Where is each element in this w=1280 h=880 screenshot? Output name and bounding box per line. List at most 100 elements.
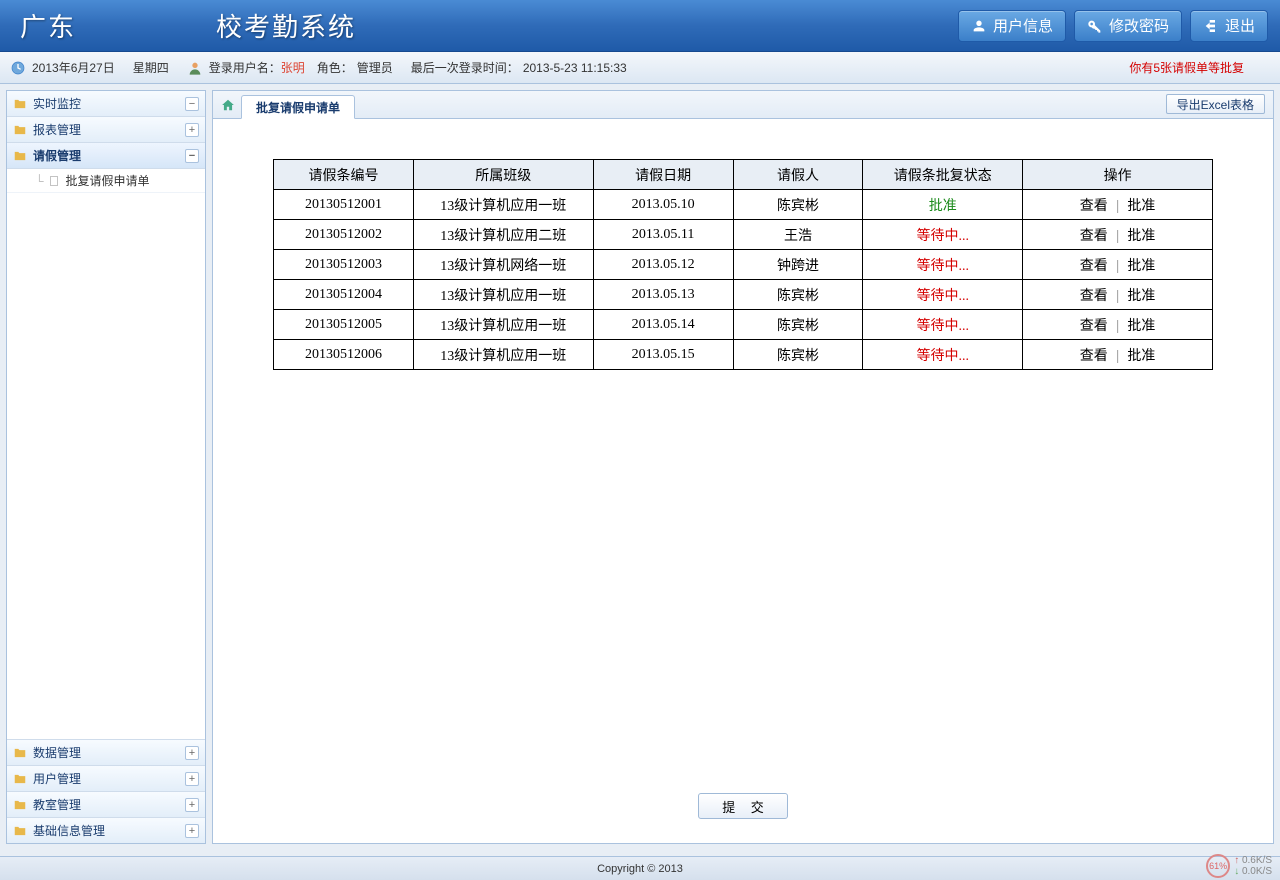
toggle-icon[interactable]: + <box>185 123 199 137</box>
status-cell: 等待中... <box>863 340 1023 370</box>
view-link[interactable]: 查看 <box>1076 287 1112 303</box>
user-icon <box>971 18 987 34</box>
table-cell: 13级计算机应用一班 <box>413 340 593 370</box>
table-cell: 13级计算机应用一班 <box>413 190 593 220</box>
table-header: 请假人 <box>733 160 863 190</box>
user-info-label: 用户信息 <box>993 15 1053 36</box>
action-cell: 查看|批准 <box>1023 190 1213 220</box>
app-title: 广东 校考勤系统 <box>12 7 356 44</box>
logout-button[interactable]: 退出 <box>1190 10 1268 42</box>
app-header: 广东 校考勤系统 用户信息 修改密码 退出 <box>0 0 1280 52</box>
table-cell: 陈宾彬 <box>733 340 863 370</box>
table-header: 操作 <box>1023 160 1213 190</box>
folder-icon <box>13 97 27 111</box>
pending-notice[interactable]: 你有5张请假单等批复 <box>1129 59 1244 76</box>
table-cell: 王浩 <box>733 220 863 250</box>
sidebar-item[interactable]: 数据管理 + <box>7 739 205 765</box>
folder-icon <box>13 746 27 760</box>
action-cell: 查看|批准 <box>1023 310 1213 340</box>
toggle-icon[interactable]: + <box>185 746 199 760</box>
export-excel-button[interactable]: 导出Excel表格 <box>1166 94 1265 114</box>
clock-icon <box>10 60 26 76</box>
table-row: 2013051200613级计算机应用一班2013.05.15陈宾彬等待中...… <box>274 340 1213 370</box>
sidebar-item-label: 数据管理 <box>33 744 81 761</box>
status-cell: 等待中... <box>863 250 1023 280</box>
net-percent: 61% <box>1206 854 1230 878</box>
table-row: 2013051200113级计算机应用一班2013.05.10陈宾彬批准查看|批… <box>274 190 1213 220</box>
view-link[interactable]: 查看 <box>1076 347 1112 363</box>
toggle-icon[interactable]: + <box>185 772 199 786</box>
sidebar-item-label: 实时监控 <box>33 95 81 112</box>
folder-icon <box>13 824 27 838</box>
status-cell: 批准 <box>863 190 1023 220</box>
view-link[interactable]: 查看 <box>1076 227 1112 243</box>
tab-leave-approval[interactable]: 批复请假申请单 <box>241 95 355 119</box>
sidebar-item[interactable]: 报表管理+ <box>7 117 205 143</box>
table-cell: 20130512005 <box>274 310 414 340</box>
sidebar-item-label: 教室管理 <box>33 796 81 813</box>
person-icon <box>187 60 203 76</box>
role-label: 角色： <box>317 59 353 76</box>
table-cell: 2013.05.10 <box>593 190 733 220</box>
table-header: 请假条批复状态 <box>863 160 1023 190</box>
status-weekday: 星期四 <box>133 59 169 76</box>
action-cell: 查看|批准 <box>1023 220 1213 250</box>
view-link[interactable]: 查看 <box>1076 257 1112 273</box>
net-down: 0.0K/S <box>1234 866 1272 877</box>
approve-link[interactable]: 批准 <box>1123 287 1159 303</box>
approve-link[interactable]: 批准 <box>1123 197 1159 213</box>
logout-label: 退出 <box>1225 15 1255 36</box>
sidebar-item[interactable]: 用户管理 + <box>7 765 205 791</box>
table-cell: 陈宾彬 <box>733 280 863 310</box>
content-area: 请假条编号所属班级请假日期请假人请假条批复状态操作 2013051200113级… <box>213 119 1273 843</box>
approve-link[interactable]: 批准 <box>1123 317 1159 333</box>
approve-link[interactable]: 批准 <box>1123 227 1159 243</box>
view-link[interactable]: 查看 <box>1076 317 1112 333</box>
home-icon[interactable] <box>221 98 235 112</box>
table-cell: 2013.05.14 <box>593 310 733 340</box>
table-cell: 20130512006 <box>274 340 414 370</box>
role-value: 管理员 <box>357 59 393 76</box>
lastlogin-value: 2013-5-23 11:15:33 <box>523 61 627 75</box>
table-cell: 陈宾彬 <box>733 310 863 340</box>
toggle-icon[interactable]: − <box>185 97 199 111</box>
table-cell: 13级计算机应用一班 <box>413 310 593 340</box>
sidebar-subitem[interactable]: └批复请假申请单 <box>7 169 205 193</box>
lastlogin-label: 最后一次登录时间： <box>411 59 519 76</box>
sidebar-item[interactable]: 基础信息管理+ <box>7 817 205 843</box>
table-header: 请假日期 <box>593 160 733 190</box>
toggle-icon[interactable]: − <box>185 149 199 163</box>
login-username: 张明 <box>281 59 305 76</box>
table-cell: 20130512004 <box>274 280 414 310</box>
folder-icon <box>13 798 27 812</box>
network-widget: 61% 0.6K/S 0.0K/S <box>1206 854 1272 878</box>
user-info-button[interactable]: 用户信息 <box>958 10 1066 42</box>
sidebar-item[interactable]: 教室管理 + <box>7 791 205 817</box>
change-password-button[interactable]: 修改密码 <box>1074 10 1182 42</box>
leave-table: 请假条编号所属班级请假日期请假人请假条批复状态操作 2013051200113级… <box>273 159 1213 370</box>
tab-title: 批复请假申请单 <box>256 99 340 116</box>
view-link[interactable]: 查看 <box>1076 197 1112 213</box>
table-cell: 2013.05.13 <box>593 280 733 310</box>
doc-icon <box>48 175 60 187</box>
table-cell: 2013.05.15 <box>593 340 733 370</box>
table-header: 所属班级 <box>413 160 593 190</box>
table-cell: 13级计算机应用一班 <box>413 280 593 310</box>
table-cell: 13级计算机网络一班 <box>413 250 593 280</box>
table-row: 2013051200413级计算机应用一班2013.05.13陈宾彬等待中...… <box>274 280 1213 310</box>
sidebar-item[interactable]: 实时监控 − <box>7 91 205 117</box>
toggle-icon[interactable]: + <box>185 824 199 838</box>
folder-icon <box>13 772 27 786</box>
toggle-icon[interactable]: + <box>185 798 199 812</box>
table-cell: 20130512003 <box>274 250 414 280</box>
key-icon <box>1087 18 1103 34</box>
submit-button[interactable]: 提 交 <box>698 793 788 819</box>
sidebar-item[interactable]: 请假管理 − <box>7 143 205 169</box>
sidebar-item-label: 请假管理 <box>33 147 81 164</box>
action-cell: 查看|批准 <box>1023 250 1213 280</box>
approve-link[interactable]: 批准 <box>1123 347 1159 363</box>
sidebar-item-label: 用户管理 <box>33 770 81 787</box>
approve-link[interactable]: 批准 <box>1123 257 1159 273</box>
status-cell: 等待中... <box>863 220 1023 250</box>
table-row: 2013051200513级计算机应用一班2013.05.14陈宾彬等待中...… <box>274 310 1213 340</box>
